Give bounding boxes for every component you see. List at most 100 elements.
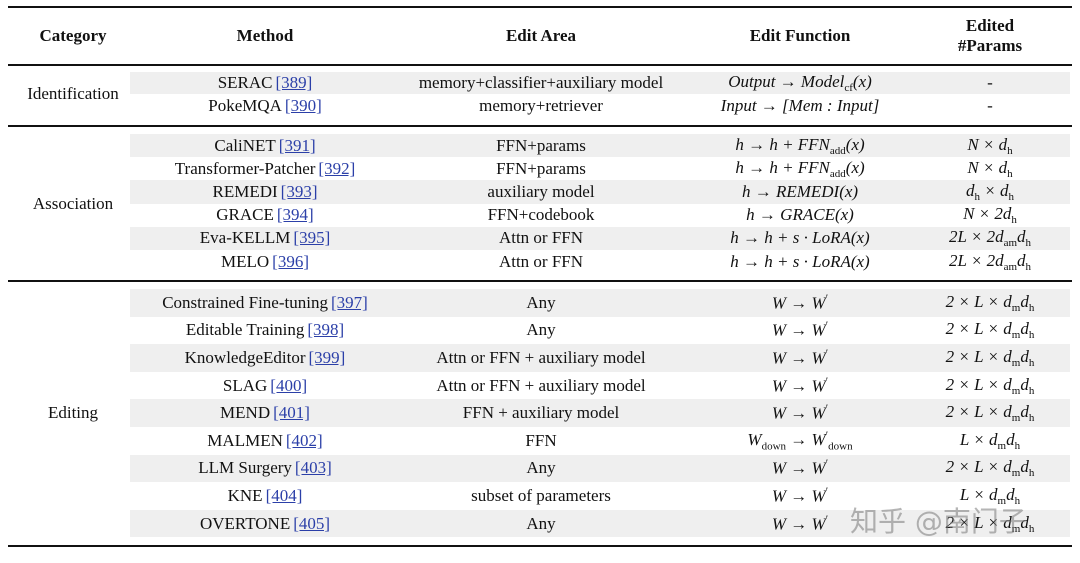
text: 2 × L × d [945,346,1012,366]
superscript: ′ [825,375,829,388]
top-rule [8,6,1072,8]
edit-area: Any [526,320,556,340]
reference-link[interactable]: [403] [294,458,332,478]
subscript: am [1003,260,1018,273]
header-edit-function: Edit Function [749,26,851,45]
text: d [1020,346,1029,366]
subscript: add [829,144,846,157]
text: W → W [771,293,826,313]
header-rule [8,64,1072,66]
reference-link[interactable]: [399] [308,348,346,367]
reference-link[interactable]: [390] [284,95,322,115]
edit-function: W → W′ [772,292,828,313]
edited-params: 2 × L × dmdh [946,374,1035,396]
subscript: h [1014,439,1021,452]
reference-link[interactable]: [392] [318,158,356,178]
row-shade [130,180,1070,204]
subscript: m [1011,522,1021,535]
text: W → W [771,348,826,368]
reference-link[interactable]: [394] [276,205,314,225]
reference-link[interactable]: [391] [278,135,316,155]
edit-function: h → REMEDI(x) [742,182,858,202]
method-name: REMEDI [212,182,278,201]
text: N × d [967,157,1008,177]
method: MELO [396] [221,252,309,272]
text: W → W [771,375,826,395]
edited-params: 2 × L × dmdh [946,402,1035,424]
superscript: ′ [825,458,829,471]
subscript: h [1025,237,1032,250]
edited-params: L × dmdh [960,485,1020,507]
method-name: Transformer-Patcher [174,158,316,178]
reference-link[interactable]: [400] [270,375,308,395]
edited-params: dh × dh [966,181,1014,203]
text: - [987,95,993,115]
reference-link[interactable]: [401] [273,403,310,423]
subscript: h [1008,191,1014,204]
edit-area: Attn or FFN [498,251,584,271]
subscript: h [1007,144,1013,157]
group-rule [8,545,1072,547]
edit-function: Input → [Mem : Input] [721,96,880,116]
reference-link[interactable]: [389] [275,73,313,93]
reference-link[interactable]: [402] [285,430,323,450]
text: Output → Model [728,71,845,91]
reference-link[interactable]: [398] [307,320,345,340]
method: MALMEN [402] [207,431,322,451]
reference-link[interactable]: [397] [330,292,368,312]
text: d [1020,374,1029,394]
text: d [1017,227,1026,247]
text: (x) [845,134,865,154]
category: Identification [27,84,119,104]
method-name: KnowledgeEditor [184,348,306,367]
method-name: CaliNET [214,135,276,155]
edit-area: Attn or FFN + auxiliary model [436,375,646,395]
reference-link[interactable]: [393] [280,182,318,201]
method-name: SERAC [217,73,273,93]
subscript: h [1007,167,1013,180]
subscript: m [1011,467,1021,480]
method: LLM Surgery [403] [198,458,331,478]
edit-area: FFN+codebook [487,205,595,225]
edited-params: N × dh [967,134,1012,156]
text: W [747,429,762,449]
header-edit-area: Edit Area [505,26,577,45]
header-line: Edited [965,16,1015,35]
edit-area: FFN + auxiliary model [462,403,620,423]
edit-function: W → W′ [772,458,828,479]
subscript: h [1028,357,1035,370]
edited-params: - [987,96,993,116]
header-method: Method [236,26,294,45]
edit-function: h → h + s · LoRA(x) [730,228,869,248]
reference-link[interactable]: [396] [272,251,309,271]
text: L × d [959,484,998,504]
reference-link[interactable]: [395] [293,228,331,248]
subscript: h [1028,467,1035,480]
text: h → h + FFN [735,157,830,177]
text: 2 × L × d [945,291,1012,311]
subscript: h [1028,522,1035,535]
text: L × d [959,429,998,449]
method-name: SLAG [222,375,268,395]
subscript: m [1011,412,1021,425]
subscript: h [1028,301,1035,314]
reference-link[interactable]: [404] [265,486,303,505]
superscript: ′ [825,485,829,498]
subscript: cf [844,82,853,95]
reference-link[interactable]: [405] [293,513,331,533]
edited-params: 2 × L × dmdh [946,457,1035,479]
text: W → W [771,513,826,533]
edit-function: W → W′ [772,348,828,369]
header-category: Category [39,26,107,45]
edited-params: 2L × 2damdh [949,250,1031,272]
text: Input → [Mem : Input] [720,95,880,115]
method: Constrained Fine-tuning [397] [162,293,368,313]
edit-area: FFN+params [496,135,586,155]
edited-params: 2L × 2damdh [949,227,1031,249]
method-name: MEND [220,403,271,423]
row-shade [130,344,1070,372]
edit-area: FFN+params [496,158,586,178]
row-shade [130,399,1070,427]
text: W → W [771,403,826,423]
